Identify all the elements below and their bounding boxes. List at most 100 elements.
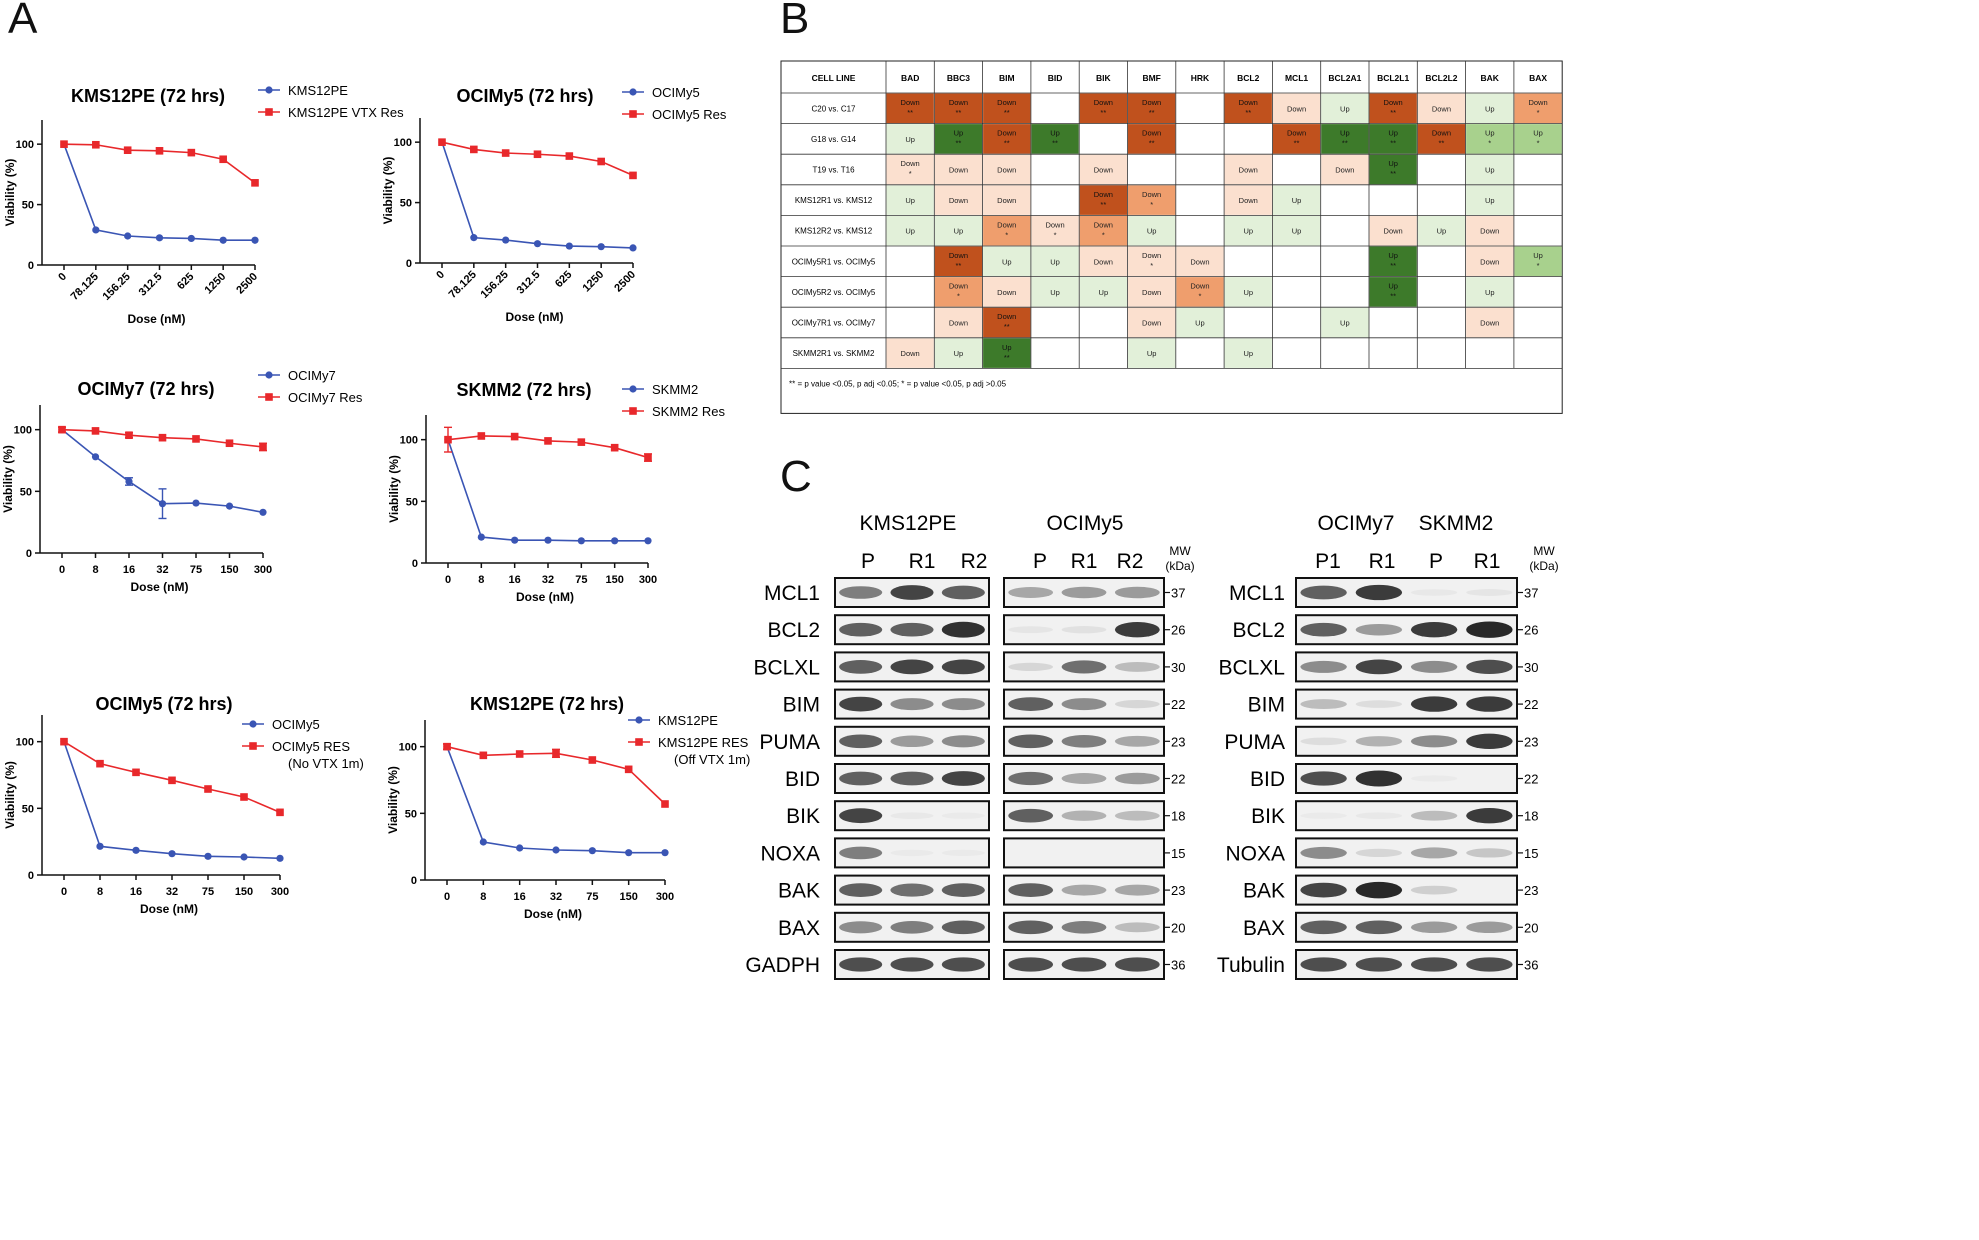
mw-value: 26 [1524, 623, 1538, 638]
column-header: BCL2A1 [1328, 73, 1361, 83]
blot-band [839, 734, 883, 749]
cell-significance: ** [1004, 139, 1010, 148]
data-point [96, 842, 104, 850]
legend-label-note: (Off VTX 1m) [674, 752, 750, 767]
cell-fill [886, 215, 934, 246]
cell-fill [1079, 215, 1127, 246]
blot-band [1410, 885, 1458, 895]
data-point [443, 742, 451, 751]
cell-fill [1466, 185, 1514, 215]
data-point [611, 537, 619, 545]
viability-chart-4: SKMM2 (72 hrs) 0 50 100 0 8 16 32 75 150 300 Dose (… [387, 380, 725, 604]
x-tick-label: 8 [92, 564, 98, 576]
blot-band [1355, 584, 1403, 601]
cell-direction: Up [1243, 349, 1253, 358]
protein-label: NOXA [1225, 842, 1285, 865]
data-point [502, 236, 510, 244]
column-header: BIM [999, 73, 1015, 83]
blot-band [1410, 775, 1458, 782]
cell-direction: Down [1142, 251, 1161, 260]
blot-band [1300, 585, 1347, 600]
cell-fill [983, 93, 1031, 124]
y-tick-label: 50 [400, 198, 412, 210]
row-label: KMS12R2 vs. KMS12 [795, 227, 873, 236]
data-point [644, 537, 652, 545]
cell-fill [1466, 124, 1514, 154]
y-axis-label: Viability (%) [387, 455, 401, 523]
blot-row-ocimy7-skmm2 [1295, 763, 1518, 794]
cell-fill [1417, 93, 1466, 124]
data-point [96, 759, 104, 768]
cell-fill [983, 307, 1031, 338]
cell-direction: Down [949, 98, 968, 107]
cell-direction: Down [997, 166, 1016, 175]
table-cell: Down** [983, 93, 1031, 124]
table-cell: Down [1466, 307, 1514, 338]
blot-band [839, 808, 883, 824]
cell-significance: ** [1004, 353, 1010, 362]
series-parental: OCIMy7 [58, 368, 336, 520]
x-tick-label: 0 [56, 271, 69, 284]
legend-label: KMS12PE RES [658, 735, 749, 750]
x-tick-label: 78.125 [447, 269, 479, 301]
table: Down**Down**Down**Down**Down**Down** Down… [780, 60, 1563, 414]
cell-direction: Up [1340, 104, 1350, 113]
blot-band [1410, 847, 1458, 859]
blot-group-right: OCIMy7 SKMM2 P1 R1 P R1 MW(kDa) MCL1 37 BCL2 26 BCL… [1217, 512, 1559, 980]
viability-chart-6: KMS12PE (72 hrs) 0 50 100 0 8 16 32 75 150 300 Dose… [386, 694, 750, 921]
cell-fill [983, 124, 1031, 154]
data-point [629, 244, 637, 252]
protein-label: PUMA [1224, 731, 1285, 754]
cell-significance: * [1537, 139, 1540, 148]
cell-fill [1417, 124, 1466, 154]
table-cell: Down** [1079, 185, 1127, 215]
cell-direction: Up [1243, 227, 1253, 236]
cell-direction: Down [997, 312, 1016, 321]
x-tick-label: 8 [97, 886, 103, 898]
lane-label: R2 [1117, 550, 1144, 573]
table-cell: Up [886, 185, 934, 215]
cell-fill [1369, 277, 1417, 307]
legend-marker [249, 742, 257, 750]
table-cell: Up* [1466, 124, 1514, 154]
blot-band [1061, 884, 1107, 896]
cell-fill [1466, 93, 1514, 124]
blot-band [1410, 735, 1458, 748]
y-tick-label: 100 [400, 435, 418, 447]
cell-fill [983, 338, 1031, 368]
legend-marker [629, 88, 637, 96]
data-point [438, 138, 446, 146]
cell-significance: ** [1149, 139, 1155, 148]
cell-direction: Down [949, 196, 968, 205]
legend-marker [629, 407, 637, 415]
protein-label: BCLXL [1218, 656, 1285, 679]
blot-band [890, 921, 934, 934]
table-cell: Up** [1031, 124, 1079, 154]
y-tick-label: 100 [16, 737, 34, 749]
series-resistant: KMS12PE RES (Off VTX 1m) [443, 735, 750, 808]
data-point [155, 234, 164, 242]
data-point [225, 502, 234, 510]
cell-fill [886, 124, 934, 154]
cell-significance: ** [956, 139, 962, 148]
cell-direction: Down [1190, 257, 1209, 266]
table-cell: Down [1369, 215, 1417, 246]
blot-row-ocimy5 [1003, 837, 1165, 869]
protein-label: NOXA [760, 842, 820, 865]
data-point [132, 846, 140, 854]
blot-band [941, 735, 985, 748]
blot-row-ocimy5 [1003, 800, 1165, 832]
x-tick-label: 150 [220, 564, 238, 576]
blot-row-ocimy7-skmm2 [1295, 725, 1518, 757]
cell-direction: Down [997, 129, 1016, 138]
mw-header-unit: (kDa) [1165, 559, 1194, 573]
series-resistant: OCIMy5 RES (No VTX 1m) [60, 737, 364, 817]
blot-band [1300, 920, 1347, 935]
data-point [187, 148, 196, 157]
data-point [597, 157, 605, 166]
cell-significance: ** [1390, 169, 1396, 178]
blot-band [1410, 622, 1458, 638]
cell-significance: ** [1052, 139, 1058, 148]
